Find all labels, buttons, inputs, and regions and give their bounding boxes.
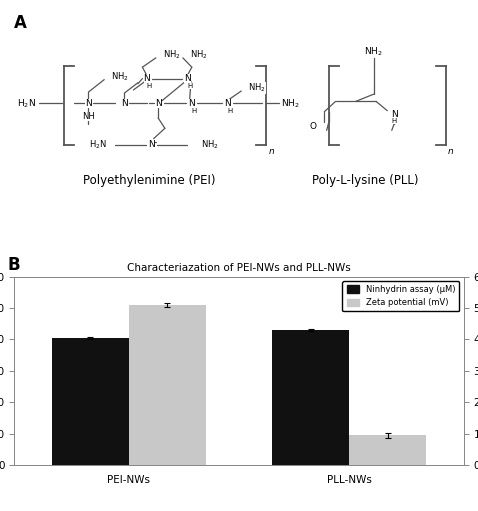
Bar	[52, 338, 129, 465]
Text: Poly-L-lysine (PLL): Poly-L-lysine (PLL)	[312, 174, 418, 187]
Text: H: H	[391, 118, 397, 124]
Text: N: N	[148, 141, 155, 149]
Text: N: N	[143, 74, 150, 83]
Text: NH$_2$: NH$_2$	[365, 45, 383, 58]
Text: NH$_2$: NH$_2$	[190, 49, 207, 61]
Title: Characteriazation of PEI-NWs and PLL-NWs: Characteriazation of PEI-NWs and PLL-NWs	[127, 263, 351, 273]
Text: N: N	[391, 110, 397, 120]
Text: A: A	[14, 14, 27, 32]
Text: H$_2$N: H$_2$N	[17, 97, 35, 110]
Text: H: H	[228, 108, 233, 113]
Text: N: N	[121, 99, 128, 108]
Text: H: H	[187, 83, 192, 89]
Text: n: n	[448, 147, 454, 156]
Text: n: n	[268, 147, 274, 156]
Text: N: N	[184, 74, 191, 83]
Text: NH$_2$: NH$_2$	[248, 82, 266, 94]
Bar	[272, 330, 349, 465]
Text: Polyethylenimine (PEI): Polyethylenimine (PEI)	[83, 174, 216, 187]
Text: O: O	[310, 122, 316, 131]
Text: N: N	[224, 99, 231, 108]
Text: NH$_2$: NH$_2$	[201, 138, 218, 151]
Text: H$_2$N: H$_2$N	[88, 138, 107, 151]
Text: NH$_2$: NH$_2$	[163, 49, 180, 61]
Text: N: N	[85, 99, 92, 108]
Bar	[129, 305, 206, 465]
Bar	[349, 435, 426, 465]
Text: N: N	[155, 99, 162, 108]
Text: NH$_2$: NH$_2$	[281, 97, 299, 110]
Text: B: B	[7, 256, 20, 273]
Legend: Ninhydrin assay (μM), Zeta potential (mV): Ninhydrin assay (μM), Zeta potential (mV…	[343, 281, 459, 311]
Text: H: H	[147, 83, 152, 89]
Text: N: N	[188, 99, 195, 108]
Text: NH: NH	[82, 112, 95, 122]
Text: H: H	[192, 108, 196, 113]
Text: NH$_2$: NH$_2$	[111, 70, 129, 83]
